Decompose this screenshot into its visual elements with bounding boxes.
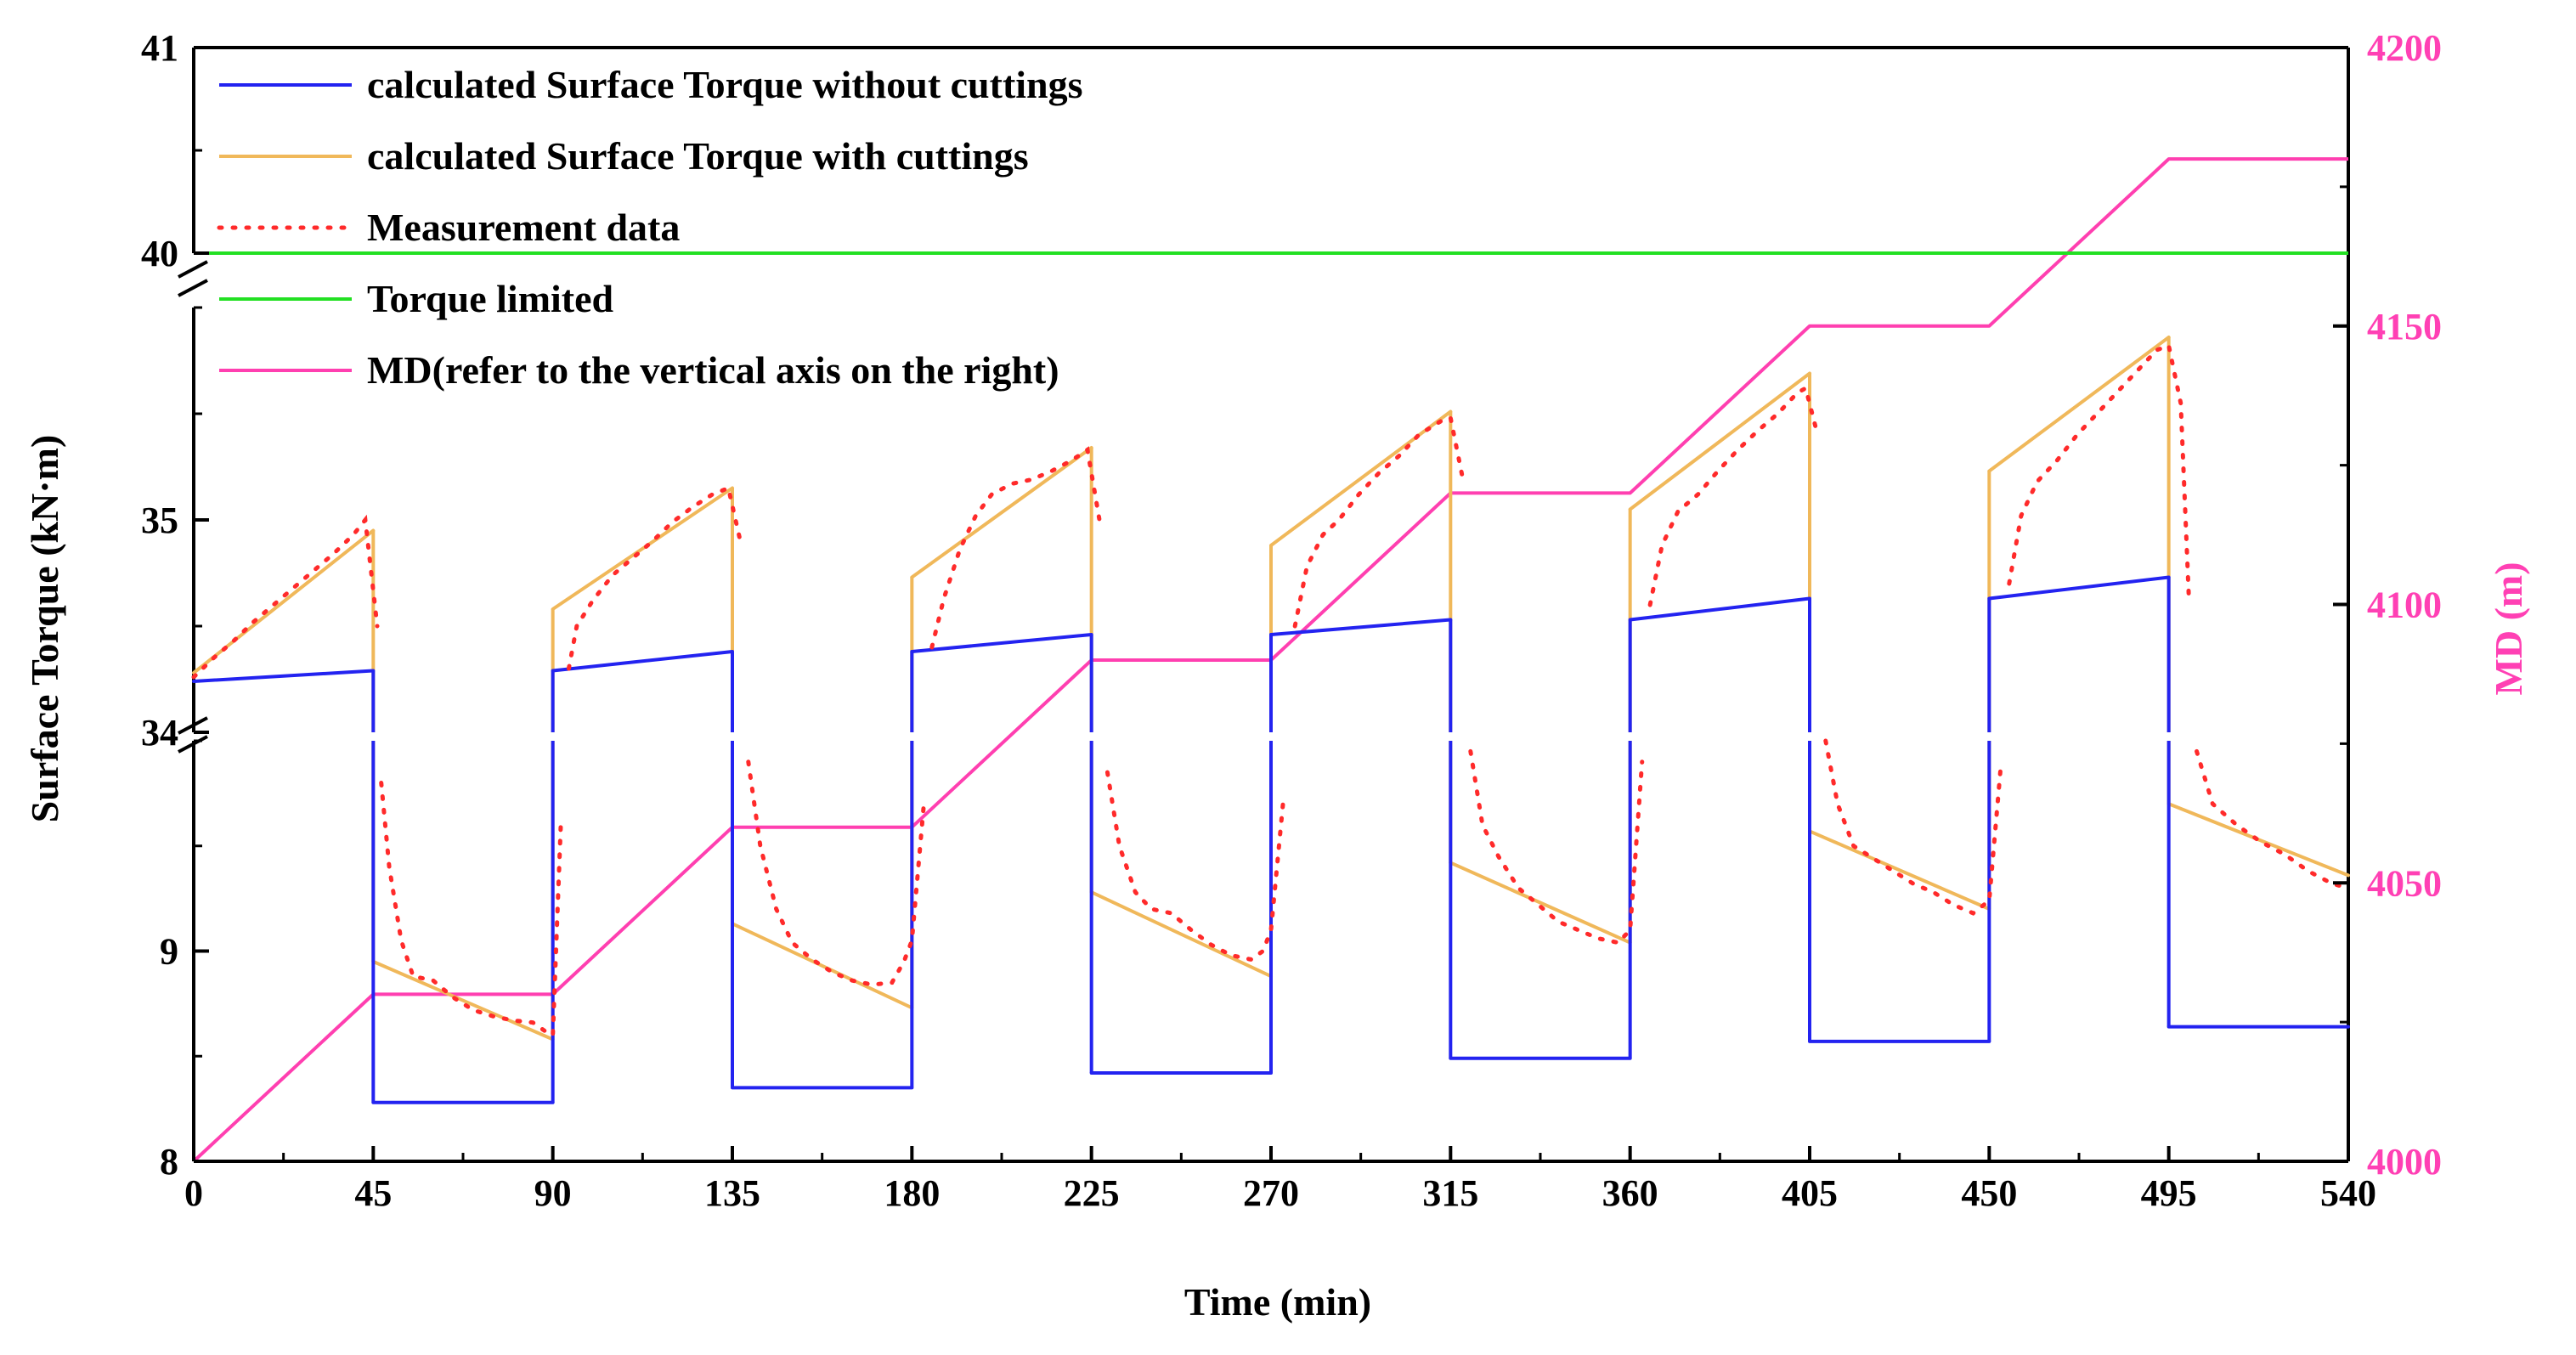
x-tick-label: 360 <box>1602 1172 1658 1214</box>
measurement-line <box>191 514 380 680</box>
axis-break-mark <box>178 716 208 735</box>
measurement-line <box>1104 770 1285 963</box>
with-cuttings-rotating-segment <box>192 528 376 675</box>
x-tick-label: 45 <box>354 1172 392 1214</box>
left-tick-label: 9 <box>160 931 178 973</box>
left-tick-label: 34 <box>141 712 178 754</box>
plot-series <box>191 157 2351 1163</box>
x-tick-label: 135 <box>704 1172 760 1214</box>
x-tick-label: 315 <box>1422 1172 1478 1214</box>
x-axis-title: Time (min) <box>1184 1280 1371 1324</box>
with-cuttings-rotating-segment <box>910 446 1093 579</box>
left-tick-label: 8 <box>160 1141 178 1183</box>
measurement-line <box>379 781 563 1039</box>
with-cuttings-rotating-segment <box>1987 336 2171 473</box>
without-cuttings-rotating-segment <box>1269 618 1453 636</box>
measurement-line <box>1823 738 2003 916</box>
left-tick-label: 35 <box>141 500 178 541</box>
x-tick-label: 270 <box>1243 1172 1299 1214</box>
measurement-line <box>566 485 743 671</box>
axes-ticks: 0 45 90 135 180 225 270 315 360 405 450 495 540 8 9 34 3… <box>141 27 2442 1214</box>
without-cuttings-rotating-segment <box>1987 575 2171 601</box>
legend: calculated Surface Torque without cuttin… <box>217 63 1083 392</box>
measurement-line <box>2195 748 2351 890</box>
right-tick-label: 4100 <box>2367 584 2442 626</box>
left-tick-label: 40 <box>141 233 178 274</box>
left-tick-label: 41 <box>141 27 178 69</box>
legend-label-meas: Measurement data <box>367 206 680 249</box>
right-axis-title: MD (m) <box>2487 562 2530 695</box>
x-tick-label: 0 <box>184 1172 203 1214</box>
with-cuttings-sliding-segment <box>1449 861 1632 945</box>
right-tick-label: 4050 <box>2367 862 2442 904</box>
with-cuttings-sliding-segment <box>731 922 914 1010</box>
measurement-line <box>2007 342 2191 596</box>
with-cuttings-sliding-segment <box>1089 890 1273 979</box>
without-cuttings-rotating-segment <box>910 633 1093 653</box>
legend-label-md: MD(refer to the vertical axis on the rig… <box>367 348 1059 392</box>
with-cuttings-rotating-segment <box>1628 371 1811 511</box>
with-cuttings-rotating-segment <box>551 486 734 611</box>
without-cuttings-rotating-segment <box>1628 596 1811 622</box>
legend-label-limit: Torque limited <box>367 277 614 320</box>
x-tick-label: 450 <box>1961 1172 2017 1214</box>
right-tick-label: 4150 <box>2367 306 2442 347</box>
legend-label-without: calculated Surface Torque without cuttin… <box>367 63 1083 106</box>
without-cuttings-rotating-segment <box>192 669 376 683</box>
measurement-line <box>1468 748 1645 946</box>
x-tick-label: 225 <box>1064 1172 1120 1214</box>
x-tick-label: 495 <box>2141 1172 2197 1214</box>
without-cuttings-rotating-segment <box>551 650 734 673</box>
measurement-line <box>1647 385 1820 607</box>
with-cuttings-rotating-segment <box>1269 409 1453 547</box>
right-tick-label: 4200 <box>2367 27 2442 69</box>
axis-break-mark <box>178 279 208 297</box>
x-tick-label: 405 <box>1782 1172 1838 1214</box>
measurement-line <box>746 759 926 987</box>
right-tick-label: 4000 <box>2367 1141 2442 1183</box>
measurement-line <box>1292 415 1465 629</box>
with-cuttings-sliding-segment <box>371 959 555 1042</box>
x-tick-label: 540 <box>2320 1172 2376 1214</box>
axis-break-mark <box>178 260 208 279</box>
x-tick-label: 180 <box>884 1172 940 1214</box>
left-axis-title: Surface Torque (kN·m) <box>23 435 66 823</box>
axis-break-mark <box>178 735 208 754</box>
with-cuttings-sliding-segment <box>1808 829 1991 911</box>
legend-label-with: calculated Surface Torque with cuttings <box>367 134 1029 178</box>
measurement-line <box>929 446 1102 650</box>
x-tick-label: 90 <box>534 1172 572 1214</box>
